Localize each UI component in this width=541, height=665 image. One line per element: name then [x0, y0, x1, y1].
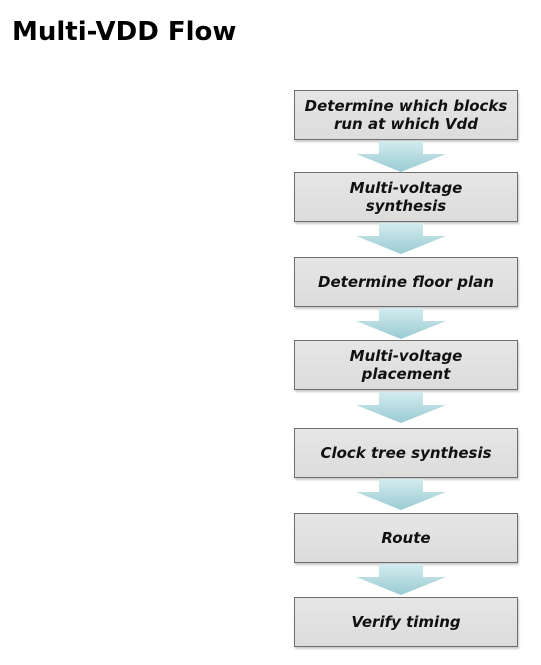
- flow-step-route: Route: [294, 513, 518, 563]
- flow-step-determine-blocks-vdd: Determine which blocks run at which Vdd: [294, 90, 518, 140]
- flow-step-label: Clock tree synthesis: [320, 444, 492, 462]
- down-arrow-icon: [356, 392, 446, 423]
- flow-step-multi-voltage-placement: Multi-voltage placement: [294, 340, 518, 390]
- down-arrow-icon: [356, 564, 446, 595]
- flow-step-label: Multi-voltage placement: [349, 347, 463, 383]
- down-arrow-icon: [356, 141, 446, 172]
- flow-step-label: Determine floor plan: [318, 273, 494, 291]
- down-arrow-icon: [356, 223, 446, 254]
- flow-step-label: Verify timing: [351, 613, 461, 631]
- page-title: Multi-VDD Flow: [12, 17, 237, 47]
- flow-step-label: Route: [381, 529, 431, 547]
- flow-step-verify-timing: Verify timing: [294, 597, 518, 647]
- down-arrow-icon: [356, 308, 446, 339]
- flow-step-multi-voltage-synthesis: Multi-voltage synthesis: [294, 172, 518, 222]
- down-arrow-icon: [356, 479, 446, 510]
- flow-step-label: Multi-voltage synthesis: [349, 179, 463, 215]
- flow-step-clock-tree-synthesis: Clock tree synthesis: [294, 428, 518, 478]
- flow-step-determine-floor-plan: Determine floor plan: [294, 257, 518, 307]
- flow-step-label: Determine which blocks run at which Vdd: [304, 97, 508, 133]
